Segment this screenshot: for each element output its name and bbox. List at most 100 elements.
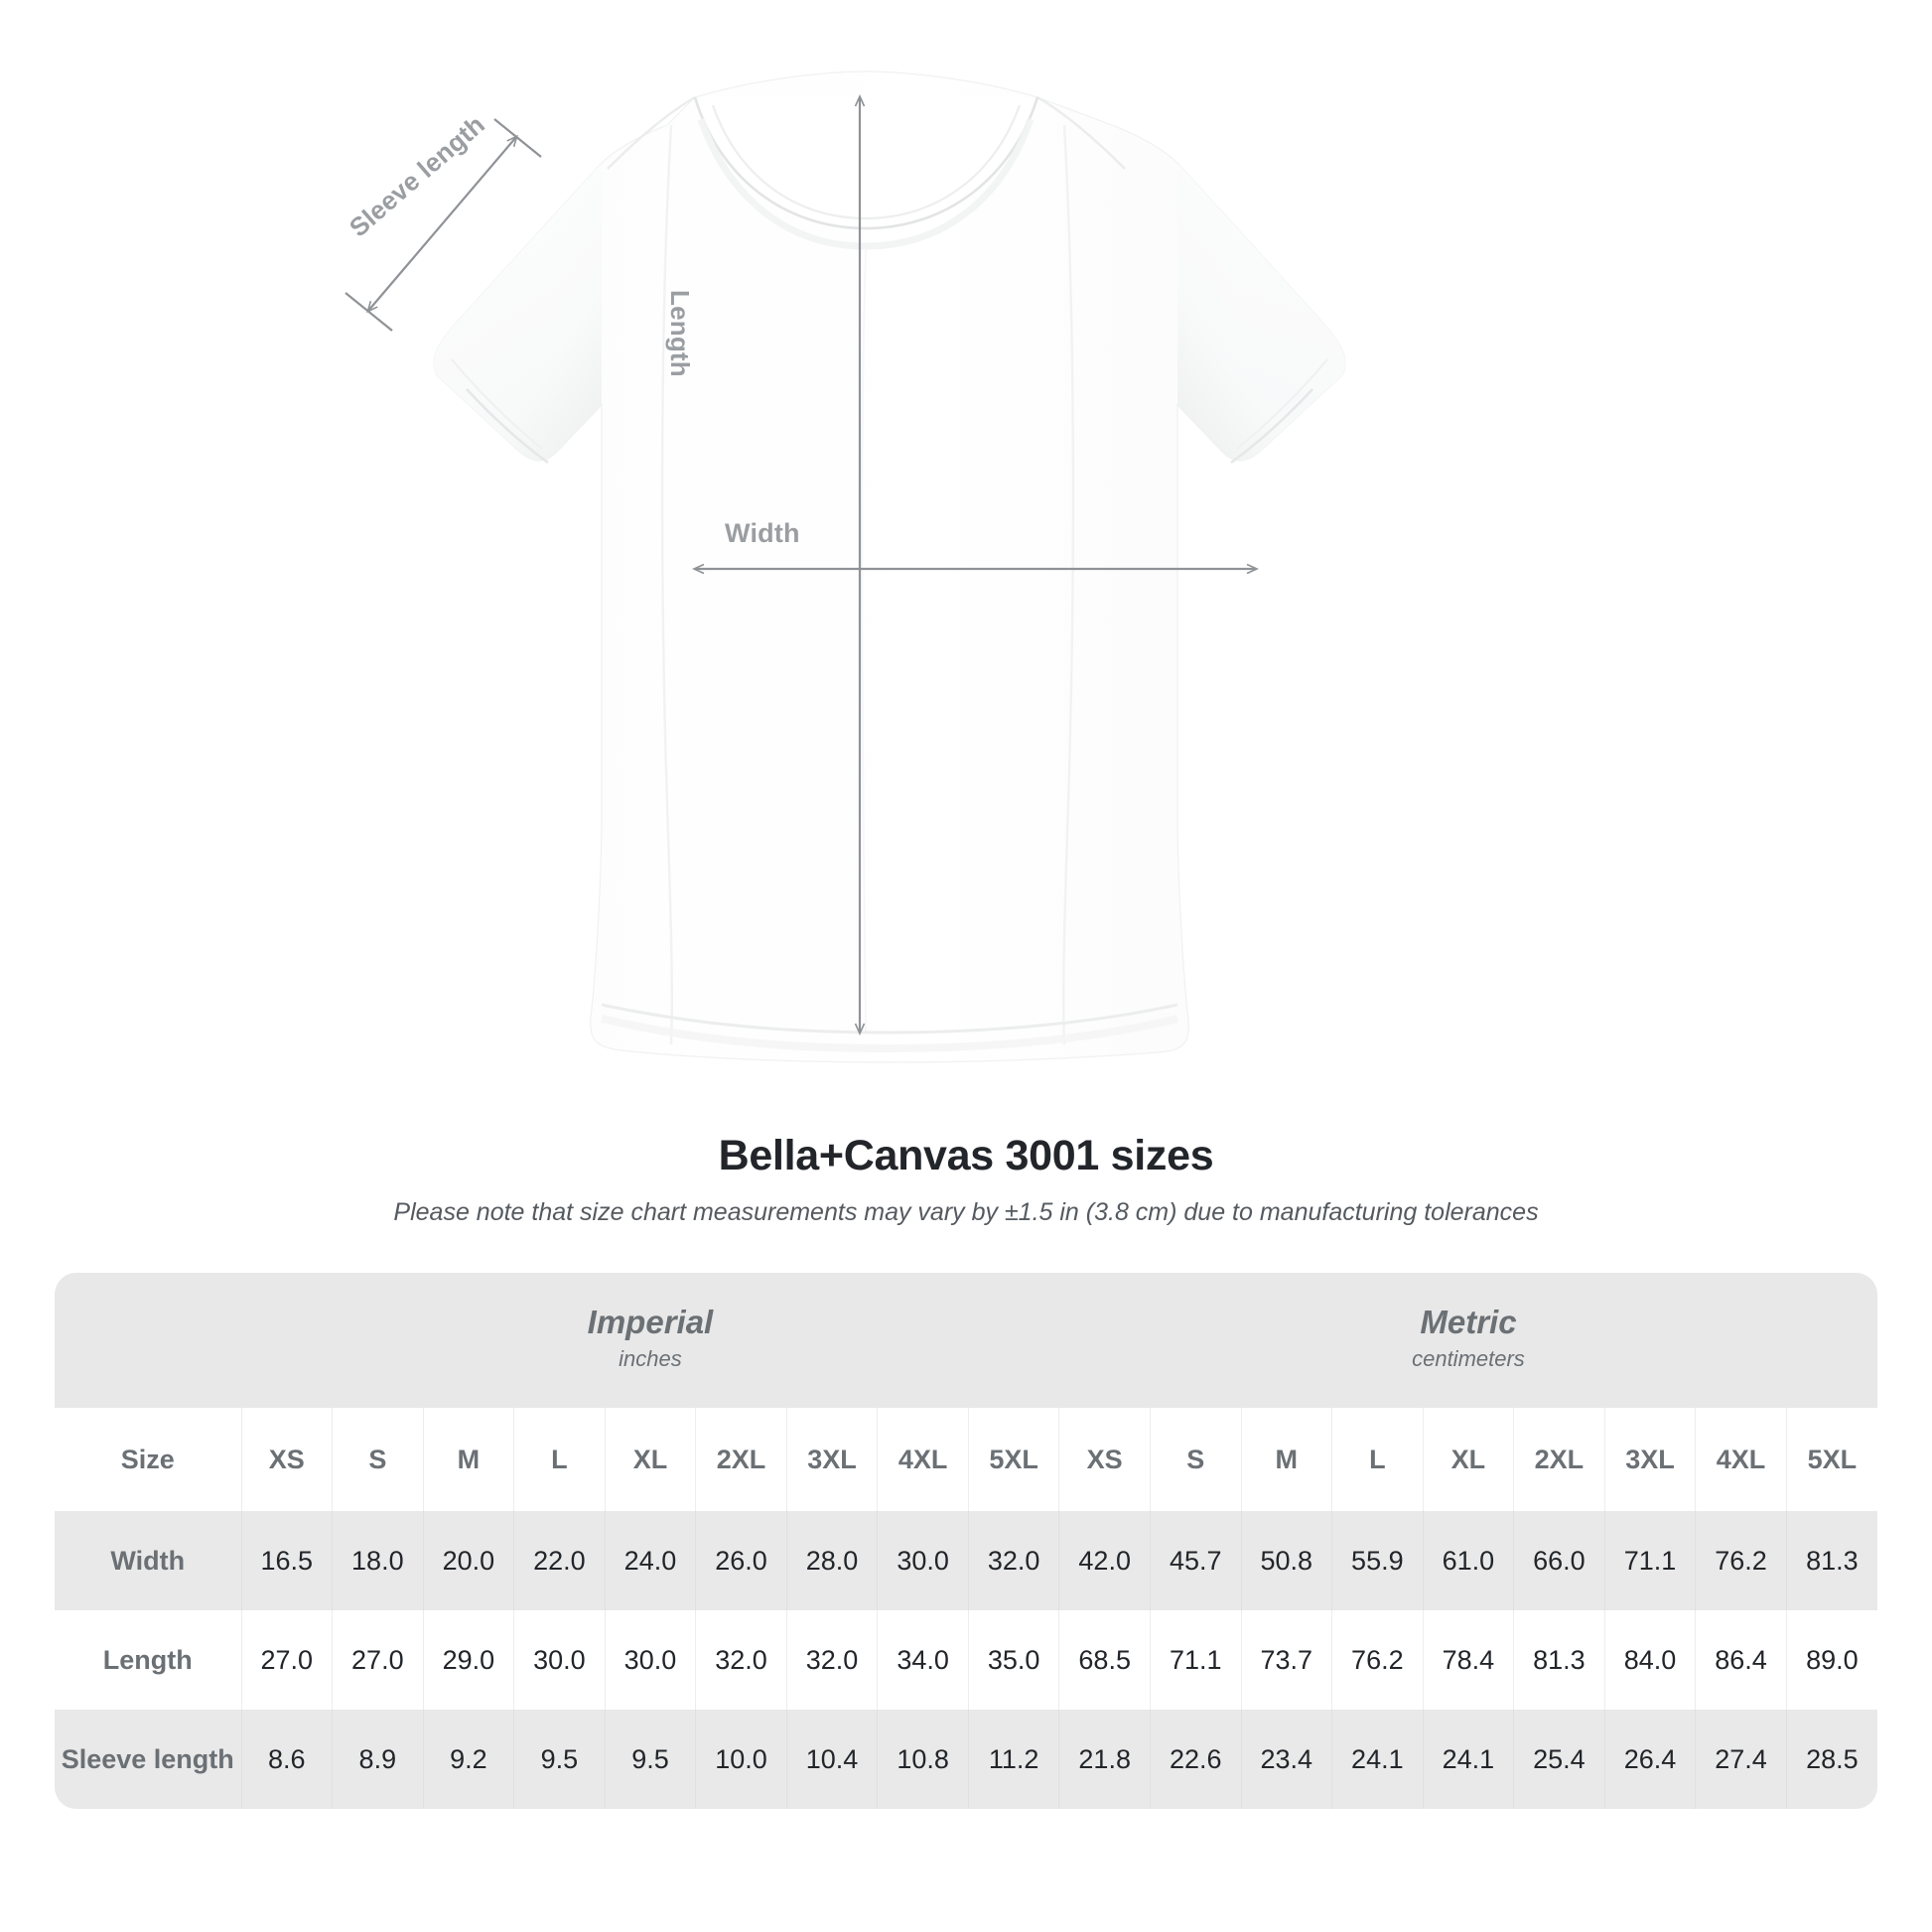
measurement-value-cell: 32.0 [967, 1511, 1059, 1610]
unit-name-metric: centimeters [1412, 1346, 1525, 1372]
measurement-value-cell: 10.8 [877, 1710, 969, 1809]
size-header-row: Size XS S M L XL 2XL 3XL 4XL 5XL XS S M L XL 2XL 3XL 4XL… [55, 1408, 1877, 1511]
body-drape-left [660, 124, 673, 1045]
tshirt-illustration [345, 70, 1346, 1063]
measurement-value-cell: 81.3 [1785, 1511, 1877, 1610]
measurement-value-cell: 23.4 [1240, 1710, 1332, 1809]
size-header-cell: 5XL [967, 1408, 1059, 1511]
measurement-value-cell: 32.0 [785, 1610, 878, 1710]
sleeve-length-arrow [366, 134, 518, 314]
measurement-value-cell: 29.0 [422, 1610, 514, 1710]
size-header-cell: 4XL [877, 1408, 969, 1511]
length-label: Length [665, 290, 695, 377]
right-sleeve-shade [1176, 165, 1346, 461]
size-header-cell: L [513, 1408, 606, 1511]
width-label: Width [725, 518, 800, 548]
left-sleeve-hem [466, 388, 549, 465]
collar-outer [693, 96, 1039, 230]
measurement-value-cell: 9.5 [513, 1710, 606, 1809]
measurement-value-cell: 76.2 [1331, 1610, 1424, 1710]
tshirt-diagram: Sleeve length Length Width [344, 70, 1346, 1063]
bottom-hem-shadow [601, 1015, 1178, 1053]
measurement-value-cell: 24.1 [1422, 1710, 1514, 1809]
measurement-row-label: Width [55, 1511, 241, 1610]
measurement-value-cell: 71.1 [1603, 1511, 1696, 1610]
size-header-cell: S [1149, 1408, 1242, 1511]
measurement-value-cell: 26.4 [1603, 1710, 1696, 1809]
unit-banner-imperial: Imperial inches [241, 1273, 1059, 1408]
size-header-cell: 5XL [1785, 1408, 1877, 1511]
collar-inner [711, 104, 1022, 220]
measurement-value-cell: 66.0 [1513, 1511, 1605, 1610]
size-chart-table-wrapper: Imperial inches Metric centimeters Size … [55, 1273, 1877, 1809]
unit-banner-spacer [55, 1273, 241, 1408]
size-header-cell: L [1331, 1408, 1424, 1511]
measurement-value-cell: 25.4 [1513, 1710, 1605, 1809]
size-header-label: Size [55, 1408, 241, 1511]
table-row: Sleeve length 8.6 8.9 9.2 9.5 9.5 10.0 10.4 10.8… [55, 1710, 1877, 1809]
size-header-cell: XS [1058, 1408, 1151, 1511]
measurement-value-cell: 50.8 [1240, 1511, 1332, 1610]
measurement-arrows [345, 94, 1259, 1035]
measurement-value-cell: 30.0 [877, 1511, 969, 1610]
body-drape-right [1062, 124, 1075, 1045]
measurement-value-cell: 81.3 [1513, 1610, 1605, 1710]
size-header-cell: 2XL [695, 1408, 787, 1511]
measurement-value-cell: 24.0 [604, 1511, 696, 1610]
measurement-value-cell: 22.6 [1149, 1710, 1242, 1809]
size-chart-table: Imperial inches Metric centimeters Size … [55, 1273, 1877, 1809]
tshirt-shape [433, 70, 1346, 1063]
size-header-cell: M [1240, 1408, 1332, 1511]
measurement-value-cell: 16.5 [240, 1511, 333, 1610]
measurement-value-cell: 76.2 [1695, 1511, 1787, 1610]
measurement-value-cell: 86.4 [1695, 1610, 1787, 1710]
measurement-value-cell: 68.5 [1058, 1610, 1151, 1710]
tolerance-note: Please note that size chart measurements… [393, 1198, 1539, 1226]
measurement-value-cell: 89.0 [1785, 1610, 1877, 1710]
size-header-cell: XL [604, 1408, 696, 1511]
measurement-value-cell: 73.7 [1240, 1610, 1332, 1710]
measurement-value-cell: 10.0 [695, 1710, 787, 1809]
size-header-cell: 2XL [1513, 1408, 1605, 1511]
size-header-cell: 3XL [1603, 1408, 1696, 1511]
measurement-value-cell: 8.9 [332, 1710, 424, 1809]
table-row: Length 27.0 27.0 29.0 30.0 30.0 32.0 32.0 34.0 35… [55, 1610, 1877, 1710]
size-header-cell: 4XL [1695, 1408, 1787, 1511]
measurement-value-cell: 9.5 [604, 1710, 696, 1809]
unit-name-imperial: inches [619, 1346, 682, 1372]
measurement-value-cell: 20.0 [422, 1511, 514, 1610]
chart-caption: Bella+Canvas 3001 sizes Please note that… [0, 1132, 1932, 1227]
right-shoulder-seam [1036, 95, 1126, 170]
measurement-value-cell: 8.6 [240, 1710, 333, 1809]
measurement-value-cell: 9.2 [422, 1710, 514, 1809]
page-title: Bella+Canvas 3001 sizes [718, 1132, 1214, 1179]
measurement-row-label: Sleeve length [55, 1710, 241, 1809]
measurement-value-cell: 32.0 [695, 1610, 787, 1710]
measurement-value-cell: 27.0 [332, 1610, 424, 1710]
unit-system-metric: Metric [1420, 1304, 1517, 1341]
right-sleeve-hem [1230, 388, 1313, 465]
measurement-value-cell: 18.0 [332, 1511, 424, 1610]
measurement-value-cell: 28.5 [1785, 1710, 1877, 1809]
measurement-value-cell: 84.0 [1603, 1610, 1696, 1710]
measurement-value-cell: 35.0 [967, 1610, 1059, 1710]
size-header-cell: M [422, 1408, 514, 1511]
measurement-value-cell: 30.0 [513, 1610, 606, 1710]
measurement-value-cell: 11.2 [967, 1710, 1059, 1809]
measurement-value-cell: 30.0 [604, 1610, 696, 1710]
measurement-value-cell: 10.4 [785, 1710, 878, 1809]
sleeve-tick-top [493, 118, 542, 158]
measurement-value-cell: 28.0 [785, 1511, 878, 1610]
measurement-value-cell: 22.0 [513, 1511, 606, 1610]
sleeve-tick-bottom [345, 292, 393, 332]
bottom-hem [601, 1003, 1178, 1035]
measurement-value-cell: 24.1 [1331, 1710, 1424, 1809]
table-row: Width 16.5 18.0 20.0 22.0 24.0 26.0 28.0 30.0 32.… [55, 1511, 1877, 1610]
measurement-value-cell: 21.8 [1058, 1710, 1151, 1809]
collar-shadow [697, 117, 1035, 250]
measurement-value-cell: 55.9 [1331, 1511, 1424, 1610]
measurement-value-cell: 34.0 [877, 1610, 969, 1710]
measurement-value-cell: 45.7 [1149, 1511, 1242, 1610]
measurement-value-cell: 78.4 [1422, 1610, 1514, 1710]
size-header-cell: XL [1422, 1408, 1514, 1511]
